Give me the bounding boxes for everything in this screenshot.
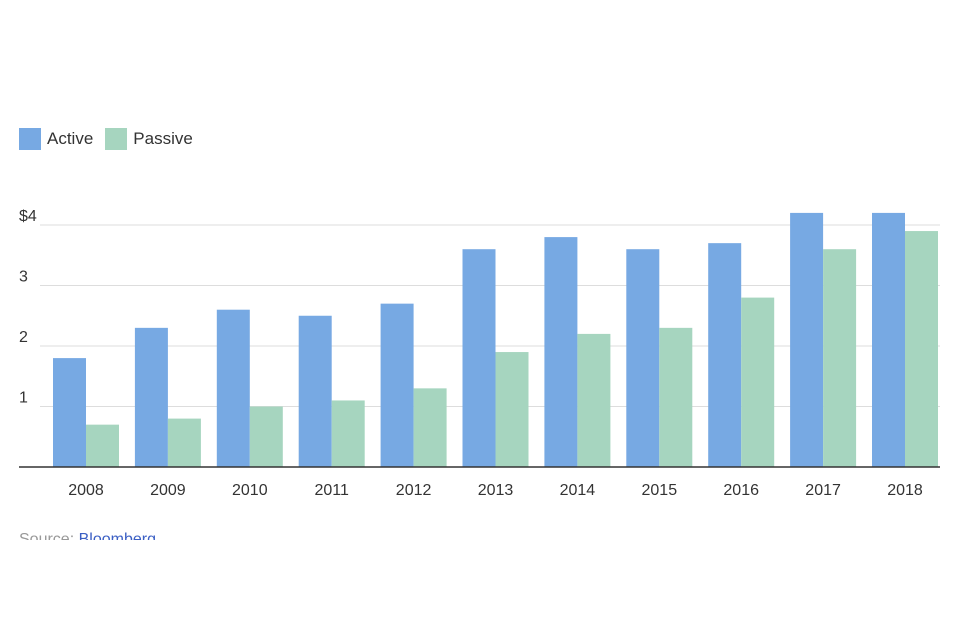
bar-active-2013 [462,249,496,467]
bar-active-2012 [380,303,414,467]
x-tick-label: 2009 [150,482,186,499]
bar-active-2014 [544,237,578,467]
bar-passive-2014 [577,333,611,467]
x-tick-label: 2008 [68,482,104,499]
bar-active-2017 [790,212,824,467]
bar-passive-2016 [741,297,775,467]
bar-passive-2018 [905,231,938,467]
bar-passive-2009 [167,418,201,467]
y-tick-label: $4 [19,208,37,225]
bar-active-2018 [872,212,905,467]
legend-swatch-active [19,128,41,150]
y-tick-label: 2 [19,329,28,346]
bar-active-2008 [53,358,86,467]
bar-passive-2012 [413,388,447,467]
tick-labels: 1 2 3 $4 2008 2009 2010 2011 2012 2013 2014 2015 201… [19,208,923,499]
x-tick-label: 2010 [232,482,268,499]
bar-passive-2015 [659,327,693,467]
x-tick-label: 2011 [314,482,349,499]
x-tick-label: 2013 [478,482,514,499]
bar-passive-2017 [823,249,857,467]
source-link[interactable]: Bloomberg [79,532,156,540]
x-tick-label: 2018 [887,482,923,499]
x-tick-label: 2014 [560,482,596,499]
bar-passive-2010 [249,406,283,467]
bar-passive-2008 [86,424,119,467]
legend-label-passive: Passive [133,129,193,148]
y-tick-label: 3 [19,269,28,286]
bar-active-2009 [134,327,168,467]
bar-passive-2013 [495,352,529,467]
bar-active-2015 [626,249,660,467]
legend-item-active: Active [19,128,93,150]
bar-active-2011 [298,315,332,467]
bar-passive-2011 [331,400,365,467]
source-note: Source: Bloomberg [19,532,156,540]
bar-active-2010 [216,309,250,467]
x-tick-label: 2015 [642,482,678,499]
legend-swatch-passive [105,128,128,150]
x-tick-label: 2017 [805,482,841,499]
bars [53,212,938,467]
legend-label-active: Active [47,129,94,148]
chart-legend: Active Passive [19,128,193,150]
legend-item-passive: Passive [105,128,193,150]
bar-active-2016 [708,243,742,467]
y-tick-label: 1 [19,390,28,407]
x-tick-label: 2012 [396,482,432,499]
x-tick-label: 2016 [723,482,759,499]
source-label: Source: [19,532,74,540]
